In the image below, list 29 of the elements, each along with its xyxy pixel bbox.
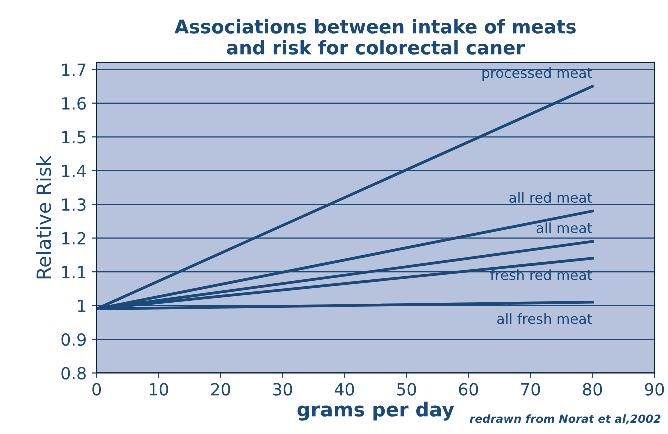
y-tick-label: 1 <box>78 300 86 312</box>
x-tick-label: 40 <box>334 383 354 396</box>
y-tick-label: 1.3 <box>62 198 86 212</box>
y-axis-title: Relative Risk <box>36 156 52 279</box>
x-axis-title: grams per day <box>298 402 454 421</box>
x-tick-label: 90 <box>645 383 664 396</box>
series-label: fresh red meat <box>490 270 592 280</box>
text: redrawn from Norat et al,2002 <box>470 414 661 425</box>
x-tick-label: 10 <box>150 383 168 396</box>
series-label: all red meat <box>510 192 592 204</box>
series-label: all fresh meat <box>498 314 592 324</box>
y-tick-label: 1.2 <box>62 232 86 245</box>
series-label: all meat <box>536 222 592 234</box>
y-tick-label: 0.9 <box>62 333 86 346</box>
x-tick-label: 20 <box>211 383 230 396</box>
x-tick-label: 30 <box>273 383 292 396</box>
y-tick-label: 0.8 <box>62 367 86 380</box>
y-tick-label: 1.6 <box>62 97 86 110</box>
y-tick-label: 1.5 <box>62 131 86 144</box>
x-tick-label: 80 <box>583 383 602 396</box>
x-tick-label: 60 <box>459 383 478 396</box>
series-label: processed meat <box>482 68 592 81</box>
x-tick-label: 0 <box>92 383 102 396</box>
y-tick-label: 1.1 <box>62 266 86 278</box>
y-tick-label: 1.4 <box>62 165 86 178</box>
x-tick-label: 70 <box>521 383 540 396</box>
y-tick-label: 1.7 <box>62 64 86 76</box>
chart-title: Associations between intake of meats and risk for colorectal caner <box>174 19 576 55</box>
x-tick-label: 50 <box>397 383 416 396</box>
